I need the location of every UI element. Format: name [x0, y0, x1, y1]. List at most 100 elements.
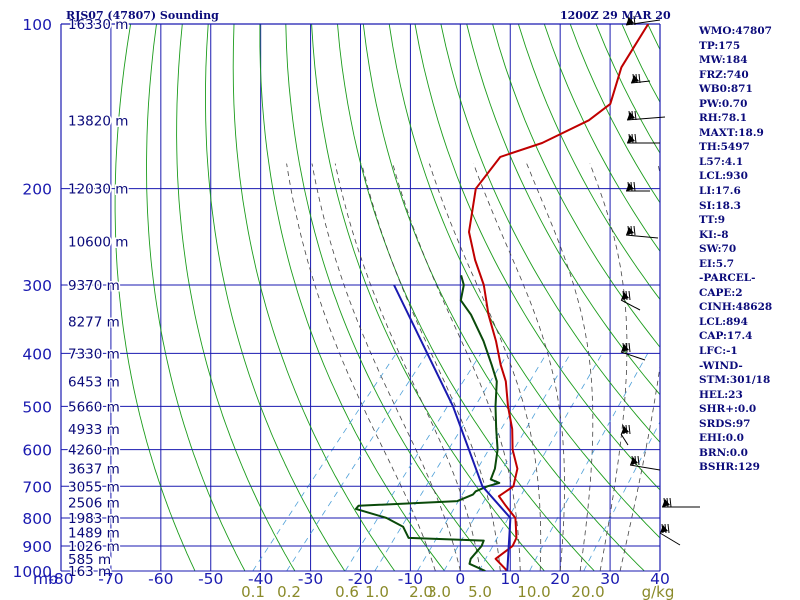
- index-item: MW:184: [699, 54, 748, 67]
- wind-barb-shaft: [620, 433, 629, 446]
- wind-barb-flag: [626, 183, 634, 191]
- index-item: LFC:-1: [699, 345, 738, 358]
- pressure-tick-label: 500: [22, 398, 52, 416]
- mixing-ratio-line: [286, 353, 428, 571]
- wind-barb-feather: [631, 133, 634, 144]
- wind-barb-feather: [622, 342, 625, 353]
- height-label: 12030 m: [68, 182, 128, 198]
- wind-barb-feather: [627, 181, 630, 192]
- index-item: WMO:47807: [699, 25, 772, 37]
- index-item: CINH:48628: [699, 301, 773, 314]
- wind-barb-shaft: [625, 234, 659, 239]
- moist-adiabat: [526, 163, 594, 571]
- dry-adiabat: [259, 24, 445, 571]
- index-item: TT:9: [699, 214, 726, 227]
- wind-barb-feather: [625, 290, 628, 301]
- index-item: -WIND-: [699, 359, 743, 372]
- moist-adiabat: [392, 163, 521, 571]
- height-label: 13820 m: [68, 113, 128, 129]
- mixing-ratio-label: 3.0: [427, 583, 451, 600]
- temperature-tick-label: 10: [500, 570, 520, 588]
- wind-barb-feather: [661, 523, 664, 534]
- mixing-ratio-label: 0.6: [335, 583, 359, 600]
- dry-adiabat: [414, 24, 660, 491]
- pressure-tick-label: 400: [22, 345, 52, 363]
- pressure-tick-label: 200: [22, 181, 52, 199]
- dry-adiabat: [114, 24, 196, 571]
- index-item: SHR+:0.0: [699, 403, 757, 416]
- index-item: LCL:894: [699, 315, 748, 328]
- wind-barb-feather: [664, 523, 667, 534]
- index-item: SRDS:97: [699, 417, 751, 430]
- mixing-ratio-label: 0.2: [277, 583, 301, 600]
- index-item: LI:17.6: [699, 185, 741, 198]
- height-label: 6453 m: [68, 374, 120, 390]
- wind-barb-flag: [662, 499, 670, 507]
- temperature-trace: [468, 24, 650, 571]
- index-item: CAPE:2: [699, 286, 743, 299]
- height-label: 16330 m: [68, 17, 128, 33]
- wind-barb-shaft: [620, 351, 646, 361]
- wind-barb-feather: [631, 455, 634, 466]
- height-label: 1489 m: [68, 525, 120, 541]
- mixing-ratio-label: 10.0: [517, 583, 550, 600]
- height-label: 1983 m: [68, 511, 120, 527]
- index-item: MAXT:18.9: [699, 126, 764, 139]
- wind-barb-shaft: [659, 532, 681, 546]
- height-label: 4933 m: [68, 422, 120, 438]
- wind-barb-flag: [621, 292, 629, 300]
- wind-barb-feather: [633, 225, 636, 236]
- temperature-tick-label: 20: [550, 570, 570, 588]
- height-label: 5660 m: [68, 399, 120, 415]
- dry-adiabat: [517, 24, 660, 301]
- index-item: FRZ:740: [699, 68, 749, 81]
- index-item: EHI:0.0: [699, 432, 744, 445]
- wind-barb-feather: [630, 225, 633, 236]
- index-item: KI:-8: [699, 228, 729, 241]
- wind-barb-feather: [637, 455, 640, 466]
- chart-title: RJS07 (47807) Sounding: [66, 9, 219, 22]
- index-item: PW:0.70: [699, 97, 748, 110]
- wind-barb-feather: [627, 225, 630, 236]
- height-label: 2506 m: [68, 496, 120, 512]
- moist-adiabat: [619, 163, 660, 571]
- wind-barb-feather: [625, 424, 628, 435]
- wind-barb-feather: [628, 290, 631, 301]
- pressure-tick-label: 900: [22, 538, 52, 556]
- wind-barb-flag: [627, 135, 635, 143]
- wind-barb-flag: [626, 227, 634, 235]
- temperature-tick-label: -20: [348, 570, 373, 588]
- height-label: 10600 m: [68, 235, 128, 251]
- dry-adiabat: [492, 24, 660, 348]
- temperature-tick-label: -80: [48, 570, 73, 588]
- mixing-ratio-label: 20.0: [571, 583, 604, 600]
- index-item: CAP:17.4: [699, 330, 753, 343]
- indices-panel: WMO:47807 TP:175 MW:184 FRZ:740 WB0:871 PW:0.…: [699, 24, 799, 475]
- index-item: LCL:930: [699, 170, 748, 183]
- mixing-ratio-label: 2.0: [409, 583, 433, 600]
- wind-barb-feather: [625, 342, 628, 353]
- sounding-traces: [354, 24, 650, 571]
- pressure-tick-label: 1000: [13, 563, 52, 581]
- mixing-ratio-label: 0.1: [241, 583, 265, 600]
- dry-adiabat: [440, 24, 660, 443]
- temperature-tick-label: -30: [298, 570, 323, 588]
- wind-barb-feather: [628, 424, 631, 435]
- wind-barb-feather: [628, 342, 631, 353]
- temperature-tick-label: -40: [248, 570, 273, 588]
- height-label: 163 m: [68, 564, 111, 580]
- pressure-tick-label: 300: [22, 277, 52, 295]
- dry-adiabat: [176, 24, 296, 571]
- dry-adiabat: [146, 24, 246, 571]
- wind-barb-flag: [627, 112, 635, 120]
- wind-barb-feather: [628, 133, 631, 144]
- index-item: BSHR:129: [699, 461, 760, 474]
- index-item: -PARCEL-: [699, 272, 756, 285]
- dewpoint-trace: [354, 275, 501, 571]
- wind-barb-feather: [633, 15, 636, 26]
- wind-barb-feather: [627, 15, 630, 26]
- wind-barb-feather: [638, 73, 641, 84]
- parcel-trace: [393, 284, 512, 571]
- height-label: 3637 m: [68, 462, 120, 478]
